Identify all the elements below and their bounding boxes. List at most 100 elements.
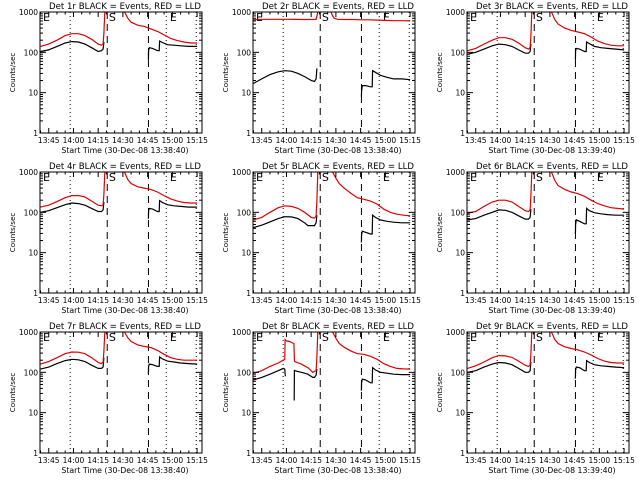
x-tick-label: 14:45: [564, 456, 586, 465]
marker-label-s: S: [109, 171, 116, 184]
marker-label-s: S: [109, 331, 116, 344]
series-line-lld: [253, 332, 319, 374]
x-tick-label: 14:45: [564, 136, 586, 145]
y-tick-label: 1: [33, 289, 38, 298]
marker-label-s: S: [322, 331, 329, 344]
y-axis-label: Counts/sec: [8, 373, 17, 413]
y-tick-label: 10: [455, 249, 465, 258]
x-axis-label: Start Time (30-Dec-08 13:39:40): [488, 306, 615, 315]
series-group: [467, 332, 625, 379]
marker-label-e: E: [470, 331, 477, 344]
y-tick-label: 10: [28, 89, 38, 98]
x-tick-label: 14:00: [63, 456, 85, 465]
x-tick-label: 15:00: [162, 296, 184, 305]
plot-frame: [39, 11, 203, 134]
plot-frame: [252, 11, 416, 134]
x-tick-label: 14:15: [300, 296, 322, 305]
y-tick-label: 1000: [232, 8, 251, 17]
x-tick-label: 14:30: [112, 136, 134, 145]
plot-frame: [252, 331, 416, 454]
y-tick-label: 10: [28, 249, 38, 258]
series-group: [467, 12, 625, 60]
x-tick-label: 15:00: [375, 136, 397, 145]
x-tick-label: 14:00: [490, 456, 512, 465]
y-axis-label: Counts/sec: [435, 53, 444, 93]
y-tick-label: 1: [460, 449, 465, 458]
chart-title: Det 9r BLACK = Events, RED = LLD: [476, 322, 628, 332]
plot-frame: [466, 171, 630, 294]
y-tick-label: 1: [246, 289, 251, 298]
series-line-events: [293, 369, 318, 401]
chart-title: Det 6r BLACK = Events, RED = LLD: [476, 162, 628, 172]
marker-label-e: E: [597, 171, 604, 184]
x-tick-label: 14:45: [350, 296, 372, 305]
plot-frame: [466, 11, 630, 134]
y-tick-label: 1000: [446, 168, 465, 177]
y-axis-label: Counts/sec: [435, 213, 444, 253]
x-tick-label: 15:00: [589, 456, 611, 465]
y-tick-label: 100: [237, 368, 252, 377]
x-tick-label: 13:45: [251, 456, 273, 465]
x-tick-label: 14:30: [112, 296, 134, 305]
series-line-lld: [550, 332, 625, 364]
series-line-lld: [332, 172, 411, 217]
series-group: [253, 172, 411, 243]
marker-label-e: E: [597, 331, 604, 344]
y-tick-label: 100: [237, 48, 252, 57]
y-axis-label: Counts/sec: [435, 373, 444, 413]
y-tick-label: 1: [460, 289, 465, 298]
x-tick-label: 14:15: [514, 136, 536, 145]
series-group: [40, 12, 198, 60]
series-line-lld: [40, 172, 106, 208]
x-axis-label: Start Time (30-Dec-08 13:38:40): [61, 146, 188, 155]
series-group: [253, 332, 411, 401]
marker-label-e: E: [43, 11, 50, 24]
x-tick-label: 14:15: [514, 296, 536, 305]
marker-label-e: E: [43, 171, 50, 184]
series-line-events: [40, 357, 105, 370]
x-tick-label: 14:15: [300, 456, 322, 465]
y-tick-label: 1000: [19, 168, 38, 177]
y-tick-label: 100: [451, 208, 466, 217]
x-tick-label: 14:00: [490, 296, 512, 305]
series-group: [40, 332, 198, 375]
series-group: [467, 172, 625, 234]
marker-label-e: E: [383, 171, 390, 184]
y-axis-label: Counts/sec: [221, 373, 230, 413]
x-tick-label: 15:00: [375, 456, 397, 465]
series-line-events: [467, 209, 532, 221]
x-tick-label: 15:15: [399, 296, 421, 305]
x-tick-label: 14:00: [276, 296, 298, 305]
series-line-events: [574, 207, 625, 234]
y-tick-label: 100: [24, 368, 39, 377]
x-tick-label: 13:45: [38, 456, 60, 465]
marker-label-e: E: [470, 171, 477, 184]
series-line-events: [253, 367, 287, 381]
chart-title: Det 4r BLACK = Events, RED = LLD: [49, 162, 201, 172]
x-axis-label: Start Time (30-Dec-08 13:39:40): [488, 146, 615, 155]
series-line-lld: [253, 12, 319, 21]
x-tick-label: 14:15: [87, 136, 109, 145]
x-tick-label: 14:45: [137, 136, 159, 145]
marker-label-s: S: [322, 171, 329, 184]
plot-frame: [252, 171, 416, 294]
y-axis-label: Counts/sec: [8, 213, 17, 253]
series-line-lld: [467, 12, 533, 52]
marker-label-s: S: [109, 11, 116, 24]
y-tick-label: 100: [451, 48, 466, 57]
series-line-events: [40, 201, 105, 213]
marker-label-s: S: [536, 11, 543, 24]
x-tick-label: 14:00: [276, 136, 298, 145]
chart-title: Det 1r BLACK = Events, RED = LLD: [49, 2, 201, 12]
y-tick-label: 100: [237, 208, 252, 217]
x-tick-label: 14:45: [137, 456, 159, 465]
series-line-lld: [330, 12, 411, 22]
marker-label-e: E: [256, 11, 263, 24]
chart-title: Det 3r BLACK = Events, RED = LLD: [476, 2, 628, 12]
marker-label-e: E: [170, 171, 177, 184]
chart-title: Det 8r BLACK = Events, RED = LLD: [262, 322, 414, 332]
series-line-events: [360, 366, 411, 391]
